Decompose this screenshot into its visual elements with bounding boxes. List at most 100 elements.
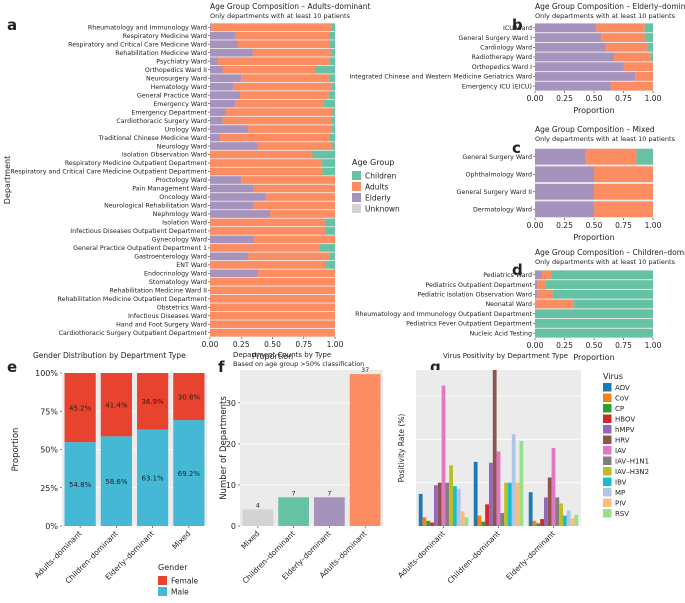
bar-adults-respiratory-medicine-outpatient-department bbox=[210, 159, 322, 167]
chart-title: Gender Distribution by Department Type bbox=[33, 351, 186, 360]
bar-adults-radiotherapy-ward bbox=[614, 52, 651, 62]
bar-elderly-general-practice-ward bbox=[210, 91, 240, 99]
chart-subtitle: Only departments with at least 10 patien… bbox=[210, 12, 351, 20]
bar-adults-traditional-chinese-medicine-ward bbox=[220, 133, 330, 142]
bar-elderly-general-surgery-ward-i bbox=[535, 33, 602, 42]
data-label: 7 bbox=[292, 489, 296, 497]
x-tick-label: 1.00 bbox=[327, 340, 344, 349]
category-label: Pediatric Isolation Observation Ward bbox=[418, 291, 533, 298]
panel-label-e: e bbox=[7, 358, 17, 376]
category-label: Endocrinology Ward bbox=[144, 271, 207, 278]
bar-elderly-hematology-ward bbox=[210, 82, 234, 91]
bar-cov-elderly-dominant bbox=[532, 520, 537, 526]
bar-children-icu-ward bbox=[644, 23, 653, 33]
legend-swatch-cp bbox=[603, 404, 612, 413]
category-label: Pediatrics Outpatient Department bbox=[425, 282, 532, 289]
bar-adults-orthopedics-ward-i bbox=[623, 62, 653, 72]
legend-label-hbov: HBOV bbox=[615, 416, 635, 424]
bar-elderly-cardiothoracic-surgery-ward bbox=[210, 116, 223, 125]
bar-hrv-elderly-dominant bbox=[547, 477, 552, 526]
legend-swatch-unknown bbox=[352, 204, 361, 213]
bar-hbov-adults-dominant bbox=[430, 522, 434, 526]
bar-elderly-pain-management-ward bbox=[210, 184, 254, 193]
bar-children-psychiatry-ward bbox=[330, 57, 335, 66]
bar-adults-cardiothoracic-surgery-ward bbox=[222, 116, 332, 125]
bar-children-neurosurgery-ward bbox=[330, 74, 335, 82]
bar-adults-pediatrics-ward bbox=[542, 270, 552, 280]
category-label: Orthopedics Ward I bbox=[472, 64, 532, 71]
y-axis-label: Department bbox=[3, 156, 12, 204]
bar-elderly-cardiology-ward bbox=[535, 42, 606, 52]
category-label: Radiotherapy Ward bbox=[472, 54, 532, 61]
category-label: Stomatology Ward bbox=[149, 279, 207, 286]
bar-children-cardiothoracic-surgery-ward bbox=[331, 116, 335, 125]
data-label-female: 36.9% bbox=[142, 398, 165, 406]
bar-male-adults-dominant bbox=[64, 442, 96, 526]
bar-elderly-dermatology-ward bbox=[535, 201, 594, 218]
bar-children-rehabilitation-medicine-ward bbox=[331, 48, 335, 57]
category-label: Hematology Ward bbox=[151, 84, 207, 91]
bar-elderly-neurosurgery-ward bbox=[210, 74, 242, 82]
bar-children-general-practice-ward bbox=[328, 91, 335, 99]
category-label: Pediatrics Fever Outpatient Department bbox=[406, 321, 532, 328]
bar-adults-rehabilitation-medicine-ward-ii bbox=[210, 286, 335, 295]
bar-adults-orthopedics-ward-ii bbox=[222, 65, 315, 74]
bar-adults-endocrinology-ward bbox=[257, 269, 335, 278]
x-tick-label: Adults–dominant bbox=[396, 529, 447, 580]
chart-title: Department Counts by Type bbox=[233, 351, 331, 359]
category-label: Integrated Chinese and Western Medicine … bbox=[349, 74, 532, 81]
bar-rsv-adults-dominant bbox=[464, 517, 469, 526]
legend-swatch-iav-h1n1 bbox=[603, 456, 612, 465]
y-tick-label: 75% bbox=[40, 407, 58, 416]
bar-adv-elderly-dominant bbox=[528, 492, 533, 526]
bar-rsv-elderly-dominant bbox=[574, 514, 579, 526]
chart-title: Age Group Composition – Adults–dominant bbox=[210, 2, 371, 11]
category-label: Cardiothoracic Surgery Ward bbox=[116, 118, 207, 125]
age-legend-title: Age Group bbox=[352, 158, 394, 167]
bar-elderly-neurological-rehabilitation-ward bbox=[210, 201, 254, 210]
bar-elderly-endocrinology-ward bbox=[210, 269, 258, 278]
bar-children-isolation-observation-ward bbox=[312, 150, 335, 159]
x-tick-label: 0.25 bbox=[556, 94, 573, 103]
bar-adults-general-practice-ward bbox=[240, 91, 329, 99]
bar-adults-rheumatology-and-immunology-ward bbox=[211, 23, 332, 32]
bar-children-hematology-ward bbox=[331, 82, 335, 91]
bar-adults-neonatal-ward bbox=[535, 299, 574, 309]
legend-swatch-hrv bbox=[603, 435, 612, 444]
bar-elderly-icu-ward bbox=[535, 23, 597, 33]
bar-iav-h3n2-children-dominant bbox=[504, 482, 509, 526]
bar-adults-cardiothoracic-surgery-outpatient-department bbox=[210, 328, 335, 337]
x-tick-label: Elderly–dominant bbox=[504, 529, 557, 582]
chart-title: Age Group Composition – Mixed bbox=[535, 125, 655, 134]
legend-label-cov: CoV bbox=[615, 395, 629, 403]
bar-elderly-oncology-ward bbox=[210, 193, 267, 201]
legend-label-female: Female bbox=[171, 577, 199, 586]
bar-elderly-pediatrics-ward bbox=[535, 270, 543, 280]
legend-label-mp: MP bbox=[615, 489, 625, 497]
bar-adults-pediatric-isolation-observation-ward bbox=[537, 289, 553, 299]
legend-swatch-hbov bbox=[603, 414, 612, 423]
bar-children-neonatal-ward bbox=[573, 299, 653, 309]
bar-ibv-children-dominant bbox=[508, 482, 512, 526]
bar-hmpv-adults-dominant bbox=[433, 485, 438, 526]
y-tick-label: 25% bbox=[40, 484, 58, 493]
legend-label-elderly: Elderly bbox=[365, 194, 391, 203]
bar-adults-rehabilitation-medicine-ward bbox=[252, 48, 332, 57]
bar-piv-children-dominant bbox=[515, 482, 520, 526]
bar-piv-adults-dominant bbox=[460, 511, 465, 526]
data-label: 4 bbox=[256, 502, 260, 510]
legend-label-adults: Adults bbox=[365, 183, 389, 192]
category-label: Emergency ICU (EICU) bbox=[462, 83, 532, 90]
legend-swatch-rsv bbox=[603, 509, 612, 518]
bar-elderly-orthopedics-ward-ii bbox=[210, 65, 223, 74]
bar-children-nucleic-acid-testing bbox=[535, 328, 653, 338]
chart-subtitle: Only departments with at least 10 patien… bbox=[535, 258, 676, 266]
y-tick-label: 100% bbox=[35, 369, 58, 378]
category-label: Cardiothoracic Surgery Outpatient Depart… bbox=[59, 330, 208, 337]
gender-legend-title: Gender bbox=[158, 563, 188, 572]
legend-label-unknown: Unknown bbox=[365, 205, 400, 214]
bar-adults-pain-management-ward bbox=[253, 184, 335, 193]
bar-children-respiratory-medicine-ward bbox=[330, 31, 335, 40]
bar-children-neurology-ward bbox=[332, 142, 335, 150]
